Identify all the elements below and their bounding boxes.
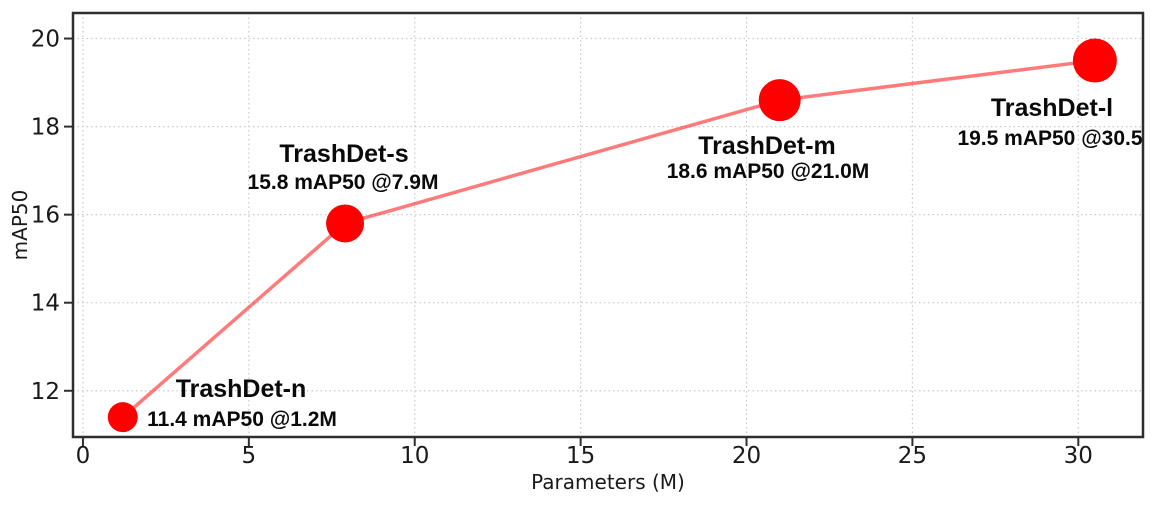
x-tick-label-10: 10 [400,443,429,469]
y-axis-label: mAP50 [8,190,32,261]
y-tick-labels: 12 14 16 18 20 [31,27,60,405]
annotation-value-trashdet-n: 11.4 mAP50 @1.2M [147,408,337,431]
y-tick-label-20: 20 [31,27,60,53]
y-tick-label-14: 14 [31,291,60,317]
data-point-trashdet-m [758,79,801,122]
data-point-trashdet-l [1072,38,1117,83]
point-annotations: TrashDet-n 11.4 mAP50 @1.2M TrashDet-s 15.8… [147,94,1143,431]
series-line [121,58,1097,419]
data-point-markers [107,38,1117,433]
annotation-value-trashdet-s: 15.8 mAP50 @7.9M [248,171,439,194]
y-tick-label-18: 18 [31,115,60,141]
axis-tick-marks [64,37,1080,446]
annotation-name-trashdet-n: TrashDet-n [176,375,307,403]
x-tick-labels: 0 5 10 15 20 25 30 [76,443,1093,469]
x-tick-label-15: 15 [566,443,595,469]
x-tick-label-30: 30 [1064,443,1093,469]
annotation-name-trashdet-m: TrashDet-m [698,132,836,160]
x-tick-label-25: 25 [898,443,927,469]
x-tick-label-20: 20 [732,443,761,469]
x-axis-label: Parameters (M) [531,470,685,494]
annotation-name-trashdet-l: TrashDet-l [991,94,1113,122]
annotation-value-trashdet-m: 18.6 mAP50 @21.0M [667,160,870,183]
y-tick-label-16: 16 [31,203,60,229]
y-tick-label-12: 12 [31,379,60,405]
annotation-name-trashdet-s: TrashDet-s [279,140,408,168]
annotation-value-trashdet-l: 19.5 mAP50 @30.5 [957,127,1142,150]
data-point-trashdet-s [326,204,365,243]
gridlines [73,13,1143,437]
plot-border [71,11,1145,439]
x-tick-label-5: 5 [242,443,257,469]
x-tick-label-0: 0 [76,443,91,469]
data-point-trashdet-n [107,402,138,433]
